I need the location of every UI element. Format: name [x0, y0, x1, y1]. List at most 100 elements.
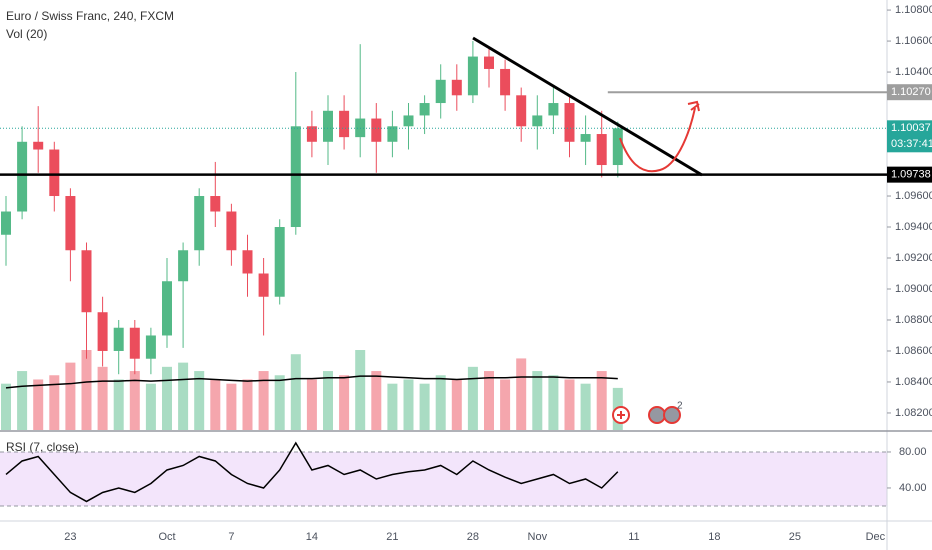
- candle-body: [548, 103, 559, 116]
- volume-bar: [33, 379, 44, 430]
- volume-bar: [371, 371, 382, 430]
- event-icon-plus: [617, 411, 625, 419]
- event-icon[interactable]: [648, 406, 666, 424]
- volume-bar: [65, 362, 76, 430]
- rsi-tick-label: 80.00: [899, 446, 927, 458]
- volume-bar: [596, 371, 607, 430]
- last-price-box: [887, 120, 932, 153]
- volume-bar: [580, 383, 591, 430]
- y-tick-label: 1.08600: [895, 345, 932, 357]
- volume-bar: [435, 375, 446, 430]
- candle-body: [97, 312, 108, 351]
- volume-bar: [500, 379, 511, 430]
- volume-ma-line: [5, 375, 618, 389]
- candle-body: [210, 196, 221, 212]
- candle-body: [194, 196, 205, 251]
- candle-body: [612, 128, 623, 166]
- volume-bar: [49, 375, 60, 430]
- volume-bar: [258, 371, 269, 430]
- x-tick-label: 28: [467, 531, 479, 543]
- x-tick-label: 7: [228, 531, 234, 543]
- candle-body: [81, 250, 92, 313]
- volume-bar: [484, 371, 494, 430]
- rsi-line: [5, 441, 619, 503]
- volume-bar: [194, 371, 205, 430]
- volume-bar: [129, 371, 140, 430]
- volume-bar: [516, 358, 527, 430]
- candle-body: [49, 149, 60, 197]
- trendline: [472, 36, 703, 177]
- y-tick-label: 1.09600: [895, 190, 932, 202]
- y-tick-label: 1.09200: [895, 252, 932, 264]
- volume-bar: [242, 379, 253, 430]
- rsi-band: [0, 452, 887, 506]
- candle-body: [33, 141, 44, 150]
- y-tick-label: 1.10400: [895, 66, 932, 78]
- candle-body: [162, 281, 172, 336]
- rsi-tick-label: 40.00: [899, 482, 927, 494]
- volume-bar: [81, 350, 92, 430]
- x-tick-label: 11: [628, 531, 639, 543]
- candle-body: [500, 68, 511, 96]
- price-label: 1.10270: [891, 86, 931, 98]
- y-tick-label: 1.10600: [895, 35, 932, 47]
- volume-bar: [97, 366, 108, 430]
- volume-bar: [564, 379, 575, 430]
- candle-body: [129, 327, 140, 359]
- candle-body: [306, 126, 317, 142]
- candle-body: [371, 118, 382, 142]
- candle-body: [242, 250, 253, 274]
- candle-body: [580, 134, 591, 142]
- candle-body: [532, 115, 543, 127]
- candle-body: [403, 115, 414, 127]
- candle-body: [274, 227, 285, 297]
- volume-bar: [548, 375, 559, 430]
- volume-bar: [306, 379, 317, 430]
- projection-curve: [619, 107, 696, 173]
- volume-bar: [403, 379, 414, 430]
- volume-bar: [210, 379, 221, 430]
- candle-body: [435, 79, 446, 104]
- candle-body: [113, 327, 124, 351]
- volume-bar: [17, 371, 28, 430]
- volume-bar: [419, 383, 430, 430]
- event-count: 2: [677, 401, 683, 412]
- volume-bar: [387, 383, 398, 430]
- candle-body: [323, 110, 333, 142]
- volume-bar: [532, 371, 543, 430]
- candle-body: [596, 134, 607, 166]
- volume-bar: [113, 379, 124, 430]
- candle-body: [65, 196, 76, 251]
- x-tick-label: 14: [306, 531, 318, 543]
- volume-bar: [355, 350, 366, 430]
- volume-bar: [339, 375, 350, 430]
- price-label-box: [887, 84, 932, 101]
- volume-bar: [290, 354, 301, 430]
- candle-body: [290, 126, 301, 228]
- price-label: 1.09738: [891, 169, 931, 181]
- volume-bar: [451, 379, 462, 430]
- countdown-label: 03:37:41: [891, 138, 932, 150]
- x-tick-label: 25: [789, 531, 801, 543]
- candle-body: [1, 211, 11, 235]
- volume-bar: [467, 366, 478, 430]
- x-tick-label: Dec: [866, 531, 886, 543]
- volume-bar: [226, 383, 237, 430]
- x-tick-label: Nov: [528, 531, 548, 543]
- candle-body: [484, 56, 494, 69]
- y-tick-label: 1.08800: [895, 314, 932, 326]
- x-tick-label: 18: [708, 531, 720, 543]
- candle-body: [178, 250, 189, 282]
- event-icon[interactable]: [663, 406, 681, 424]
- candle-body: [564, 103, 575, 142]
- last-price-label: 1.10037: [891, 122, 931, 134]
- candle-body: [258, 273, 269, 297]
- candle-body: [451, 79, 462, 96]
- volume-bar: [274, 375, 285, 430]
- volume-bar: [323, 371, 333, 430]
- candle-body: [226, 211, 237, 251]
- y-tick-label: 1.10800: [895, 4, 932, 16]
- price-label-box: [887, 166, 932, 183]
- volume-bar: [145, 383, 156, 430]
